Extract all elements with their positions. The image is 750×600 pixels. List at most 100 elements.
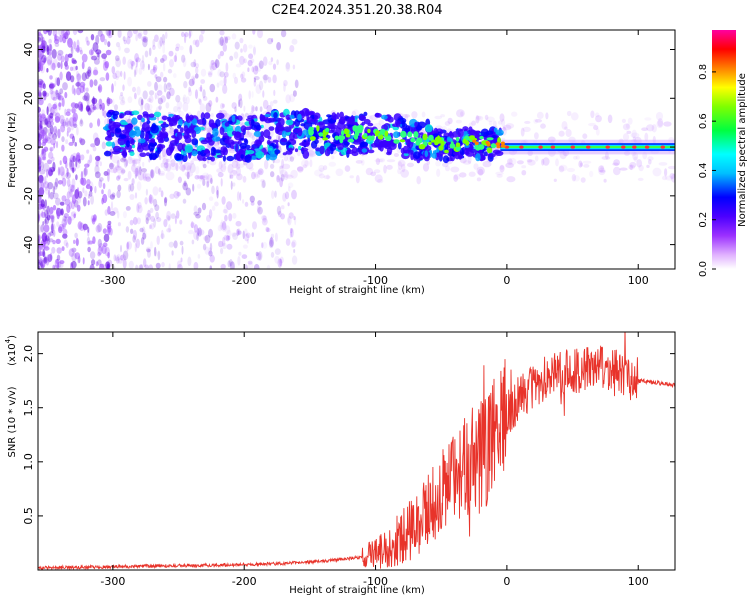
ridge-core (343, 128, 349, 135)
noise-speck (56, 247, 62, 254)
noise-speck (197, 207, 202, 214)
halo-speck (183, 162, 192, 171)
noise-speck (251, 91, 254, 98)
ridge-blob (339, 116, 346, 125)
noise-speck (279, 258, 282, 267)
ridge-blob (306, 116, 313, 124)
noise-speck (140, 60, 145, 70)
ridge-blob (124, 124, 133, 132)
noise-speck (106, 263, 110, 269)
noise-speck (103, 171, 109, 176)
noise-speck (135, 57, 141, 63)
noise-speck (113, 265, 116, 269)
noise-speck (154, 74, 158, 79)
noise-speck (42, 90, 47, 97)
noise-speck (157, 250, 161, 261)
ridge-core (322, 132, 327, 138)
noise-speck (247, 67, 250, 72)
ridge-blob (160, 132, 168, 139)
noise-speck (231, 33, 237, 40)
ridge-blob (346, 149, 354, 155)
halo-speck (495, 171, 504, 176)
noise-speck (162, 158, 169, 165)
snr-x-ticks: -300 -200 -100 0 100 (100, 332, 649, 588)
noise-speck (232, 212, 237, 219)
noise-speck (130, 64, 134, 70)
noise-speck (40, 40, 46, 46)
noise-speck (41, 54, 47, 63)
noise-speck (154, 92, 157, 100)
noise-speck (50, 121, 54, 126)
noise-speck (257, 251, 263, 261)
noise-speck (61, 171, 66, 180)
noise-speck (292, 90, 297, 97)
halo-speck (476, 177, 481, 182)
noise-speck (58, 101, 61, 111)
noise-speck (106, 168, 111, 176)
noise-speck (270, 251, 275, 258)
halo-speck (533, 118, 538, 124)
noise-speck (219, 71, 225, 78)
noise-speck (145, 213, 152, 221)
noise-speck (38, 234, 41, 239)
noise-speck (74, 232, 78, 239)
halo-speck (323, 175, 331, 180)
noise-speck (98, 98, 103, 107)
noise-speck (138, 97, 144, 107)
ridge-blob (148, 142, 155, 152)
noise-speck (132, 30, 138, 35)
ridge-blob (431, 152, 437, 159)
halo-speck (621, 118, 627, 123)
noise-speck (52, 133, 57, 140)
ridge-blob (191, 150, 198, 157)
noise-speck (40, 242, 46, 248)
noise-speck (39, 115, 43, 123)
noise-speck (143, 30, 148, 36)
ridge-blob (268, 126, 275, 131)
halo-speck (331, 155, 335, 160)
noise-speck (272, 63, 277, 70)
noise-speck (160, 58, 165, 63)
x-tick-label: 0 (503, 575, 510, 588)
noise-speck (182, 182, 188, 191)
noise-speck (125, 226, 130, 233)
noise-speck (41, 40, 47, 49)
noise-speck (213, 140, 220, 151)
noise-speck (138, 264, 143, 269)
peak-dot (504, 145, 510, 149)
halo-speck (245, 161, 254, 170)
noise-speck (55, 238, 61, 244)
noise-speck (117, 258, 123, 264)
noise-speck (209, 265, 213, 269)
noise-speck (98, 179, 103, 188)
noise-speck (77, 46, 83, 53)
noise-speck (45, 30, 51, 33)
noise-speck (198, 98, 202, 105)
noise-speck (242, 43, 248, 53)
halo-speck (522, 126, 531, 133)
noise-speck (211, 62, 218, 71)
halo-speck (426, 160, 430, 165)
noise-speck (42, 259, 46, 268)
noise-speck (222, 209, 228, 214)
noise-speck (38, 259, 41, 266)
noise-speck (41, 150, 47, 159)
noise-speck (222, 43, 227, 52)
noise-speck (76, 73, 82, 84)
noise-speck (66, 126, 71, 133)
noise-speck (102, 182, 106, 190)
halo-speck (453, 173, 461, 180)
noise-speck (268, 239, 274, 249)
halo-speck (498, 120, 503, 125)
noise-speck (120, 157, 127, 163)
noise-speck (59, 260, 65, 265)
noise-speck (244, 233, 250, 242)
noise-speck (74, 47, 80, 52)
noise-speck (140, 102, 144, 111)
noise-speck (253, 76, 260, 81)
noise-speck (49, 206, 54, 215)
halo-speck (661, 175, 668, 181)
ridge-blob (204, 136, 213, 143)
noise-speck (54, 106, 58, 117)
